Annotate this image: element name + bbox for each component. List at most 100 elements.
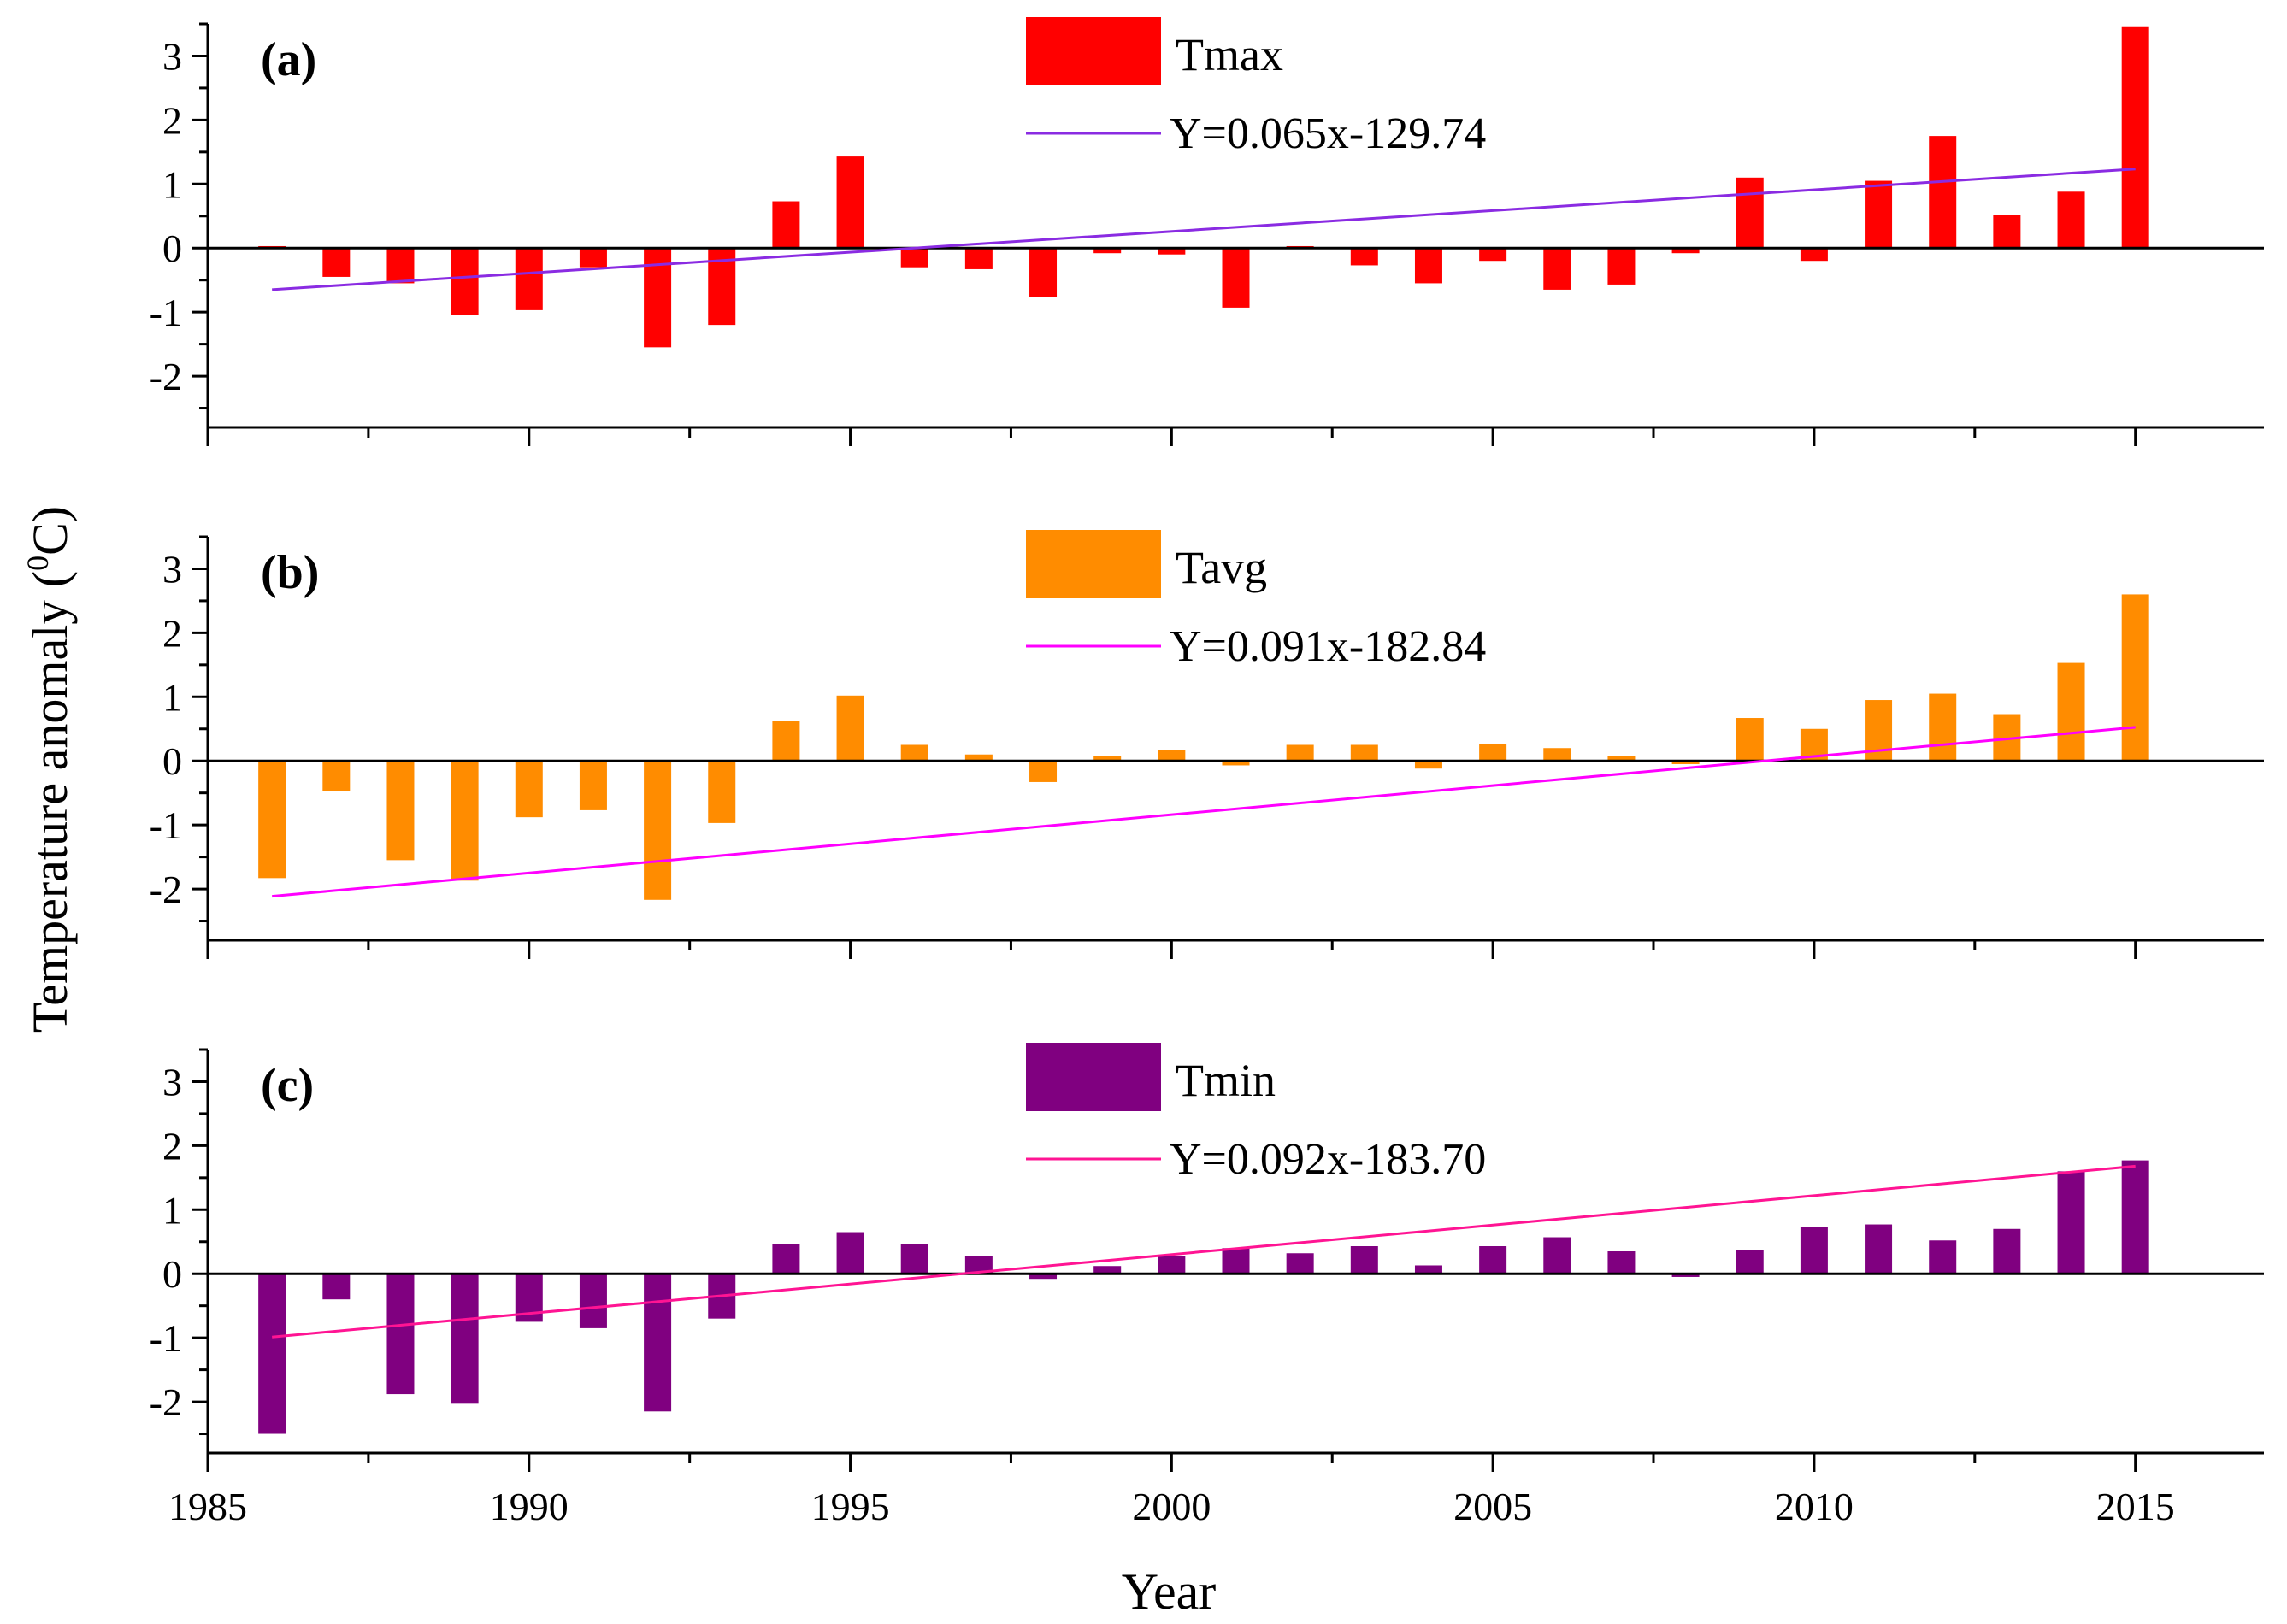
bar-2014 (2057, 191, 2085, 249)
bar-2003 (1350, 248, 1378, 266)
bar-2006 (1543, 1237, 1571, 1274)
bar-1998 (1029, 1274, 1058, 1280)
bar-2001 (1222, 1248, 1250, 1274)
bar-2009 (1736, 177, 1764, 249)
bar-1989 (451, 1274, 479, 1404)
bar-1989 (451, 248, 479, 315)
y-tick-label: 0 (162, 1252, 182, 1296)
bar-2009 (1736, 1250, 1764, 1274)
trend-line (272, 1164, 2136, 1339)
panel-label: (a) (261, 33, 316, 86)
bar-1998 (1029, 761, 1058, 782)
bar-2010 (1800, 248, 1828, 262)
bar-1991 (579, 1274, 607, 1328)
bar-2010 (1800, 1227, 1828, 1274)
bar-2002 (1286, 744, 1314, 762)
x-tick-label: 2010 (1775, 1485, 1854, 1528)
bar-1998 (1029, 248, 1058, 297)
x-tick-label: 1985 (168, 1485, 247, 1528)
y-tick-label: -1 (150, 1316, 182, 1360)
y-tick-label: 2 (162, 1124, 182, 1168)
bar-2013 (1993, 215, 2021, 249)
bar-2011 (1865, 180, 1893, 249)
bar-2012 (1929, 1240, 1957, 1274)
bar-1994 (772, 201, 800, 249)
panel-label: (b) (261, 546, 319, 599)
bar-2015 (2121, 594, 2149, 762)
bar-2011 (1865, 1224, 1893, 1274)
bar-1987 (322, 1274, 351, 1300)
y-tick-label: -2 (150, 868, 182, 911)
bar-1999 (1093, 1266, 1122, 1274)
bar-2007 (1607, 248, 1636, 285)
bar-1994 (772, 721, 800, 762)
bar-2014 (2057, 1171, 2085, 1274)
trend-line (272, 168, 2136, 291)
legend-trend-equation: Y=0.092x-183.70 (1170, 1135, 1486, 1184)
bar-1995 (836, 695, 864, 762)
x-tick-label: 1995 (811, 1485, 890, 1528)
bar-2012 (1929, 136, 1957, 249)
bar-1999 (1093, 248, 1122, 254)
legend-swatch (1026, 17, 1161, 85)
bar-2006 (1543, 248, 1571, 290)
bar-1996 (900, 248, 928, 268)
y-tick-label: 2 (162, 611, 182, 655)
bar-1995 (836, 1232, 864, 1274)
y-tick-label: 0 (162, 227, 182, 270)
bar-2000 (1158, 1256, 1186, 1274)
x-tick-label: 1990 (490, 1485, 569, 1528)
bar-2015 (2121, 26, 2149, 249)
y-tick-label: 0 (162, 739, 182, 783)
y-tick-label: 1 (162, 162, 182, 206)
bar-1991 (579, 248, 607, 268)
bar-1995 (836, 156, 864, 249)
y-tick-label: 3 (162, 547, 182, 591)
bar-2004 (1414, 761, 1442, 769)
bar-2007 (1607, 756, 1636, 762)
bar-1997 (964, 754, 993, 762)
bar-2004 (1414, 1265, 1442, 1274)
bar-1989 (451, 761, 479, 881)
bar-2003 (1350, 1246, 1378, 1274)
bar-1986 (258, 761, 286, 879)
bar-2003 (1350, 744, 1378, 762)
bar-1999 (1093, 756, 1122, 762)
bar-2000 (1158, 750, 1186, 762)
bar-1993 (708, 761, 736, 823)
legend-trend-equation: Y=0.091x-182.84 (1170, 622, 1486, 671)
bar-2007 (1607, 1251, 1636, 1274)
bar-2000 (1158, 248, 1186, 255)
y-tick-label: -2 (150, 1380, 182, 1424)
legend-label: Tavg (1176, 542, 1267, 593)
y-axis-label-superscript: 0 (21, 556, 55, 571)
bar-2013 (1993, 1228, 2021, 1274)
bar-2005 (1479, 1246, 1507, 1274)
y-axis-label-unit: C) (22, 506, 78, 556)
y-tick-label: 3 (162, 1060, 182, 1103)
bar-2002 (1286, 1253, 1314, 1274)
bar-1990 (515, 761, 543, 818)
bar-1997 (964, 1256, 993, 1274)
legend-label: Tmin (1176, 1055, 1276, 1106)
x-axis-label: Year (1122, 1563, 1217, 1620)
bar-2006 (1543, 748, 1571, 762)
bar-2005 (1479, 743, 1507, 762)
bar-1988 (386, 1274, 415, 1395)
bar-1987 (322, 248, 351, 277)
bar-2005 (1479, 248, 1507, 262)
bar-1996 (900, 744, 928, 762)
y-tick-label: -2 (150, 355, 182, 398)
x-tick-label: 2000 (1132, 1485, 1211, 1528)
bar-2008 (1671, 248, 1700, 254)
y-axis-label-main: Temperature anomaly ( (22, 571, 78, 1033)
chart-panels: -2 -1 0 1 2 3 (a) Tmax Y=0.065x-129.74 -2 -1 0 1 2 3 (b… (150, 17, 2264, 1528)
legend-swatch (1026, 530, 1161, 598)
bar-1992 (644, 761, 672, 900)
bar-2014 (2057, 662, 2085, 762)
bar-1992 (644, 1274, 672, 1412)
bar-1997 (964, 248, 993, 269)
legend-trend-equation: Y=0.065x-129.74 (1170, 109, 1486, 158)
panel-tmin: -2 -1 0 1 2 3 1985 1990 1995 2000 2005 2010 2015 (c) T… (150, 1043, 2264, 1528)
